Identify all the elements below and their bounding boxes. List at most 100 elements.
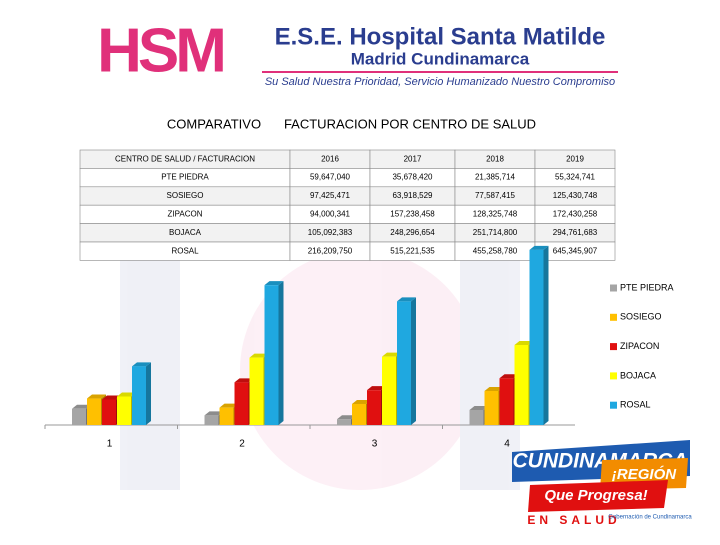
bar — [204, 415, 219, 425]
legend-swatch — [610, 401, 617, 409]
legend-swatch — [610, 343, 617, 351]
legend-label: SOSIEGO — [620, 312, 662, 322]
cell-value: 97,425,471 — [310, 191, 351, 200]
motto: Que Progresa! — [544, 487, 647, 504]
cell-label: CENTRO DE SALUD / FACTURACION — [115, 154, 255, 163]
bar — [469, 409, 484, 425]
cell-value: 63,918,529 — [392, 191, 433, 200]
bar-top — [264, 281, 284, 286]
x-tick-label: 3 — [372, 439, 378, 450]
logo: HSM — [97, 16, 223, 85]
watermark — [120, 250, 520, 490]
legend-swatch — [610, 284, 617, 292]
cell-label: BOJACA — [169, 228, 202, 237]
x-tick-label: 4 — [504, 439, 510, 450]
cell-value: 645,345,907 — [553, 246, 598, 255]
cell-value: 94,000,341 — [310, 210, 351, 219]
cell-value: 55,324,741 — [555, 173, 596, 182]
cell-value: 216,209,750 — [308, 246, 353, 255]
bar — [117, 396, 131, 425]
bar-top — [352, 399, 371, 404]
bar — [367, 390, 381, 425]
slogan: Su Salud Nuestra Prioridad, Servicio Hum… — [265, 76, 615, 88]
bar-top — [367, 386, 386, 391]
bar-top — [514, 340, 534, 345]
bar — [514, 344, 529, 425]
bar — [234, 382, 249, 425]
cell-label: ROSAL — [171, 246, 199, 255]
legend-label: PTE PIEDRA — [620, 282, 674, 292]
bar-top — [499, 374, 519, 379]
cell-value: 251,714,800 — [473, 228, 518, 237]
cell-value: 105,092,383 — [308, 228, 353, 237]
cell-value: 2017 — [404, 154, 422, 163]
cell-value: 77,587,415 — [475, 191, 516, 200]
bar — [382, 356, 396, 425]
cell-value: 515,221,535 — [390, 246, 435, 255]
cell-value: 2016 — [321, 154, 339, 163]
bar-top — [337, 415, 356, 420]
cell-value: 125,430,748 — [553, 191, 598, 200]
hospital-place: Madrid Cundinamarca — [351, 49, 530, 68]
x-tick-label: 1 — [107, 439, 113, 450]
legend-label: ZIPACON — [620, 341, 659, 351]
bar-top — [397, 297, 416, 302]
legend-swatch — [610, 372, 617, 380]
bar-top — [132, 362, 151, 367]
bar — [264, 285, 279, 425]
cell-label: PTE PIEDRA — [161, 173, 209, 182]
cell-value: 455,258,780 — [473, 246, 518, 255]
hospital-name: E.S.E. Hospital Santa Matilde — [275, 23, 606, 50]
gov: Gobernación de Cundinamarca — [608, 515, 692, 521]
region: ¡REGIÓN — [612, 465, 677, 483]
bar-side — [146, 362, 151, 425]
bar-top — [469, 405, 489, 410]
bar-top — [117, 392, 136, 397]
legend-label: BOJACA — [620, 370, 656, 380]
bar-top — [529, 245, 549, 250]
bar-side — [543, 245, 549, 425]
bar-side — [278, 281, 284, 425]
legend-swatch — [610, 313, 617, 321]
bar — [352, 403, 366, 425]
cell-value: 128,325,748 — [473, 210, 518, 219]
cell-value: 2019 — [566, 154, 584, 163]
table: CENTRO DE SALUD / FACTURACION 2016 2017 201… — [79, 149, 616, 261]
x-tick-label: 2 — [239, 439, 245, 450]
bar-top — [234, 378, 254, 383]
cell-value: 294,761,683 — [553, 228, 598, 237]
bar — [397, 301, 411, 425]
health: EN SALUD — [527, 513, 620, 527]
cell-value: 248,296,654 — [390, 228, 435, 237]
cell-value: 172,430,258 — [553, 210, 598, 219]
title-left: COMPARATIVO — [167, 116, 261, 131]
cell-value: 59,647,040 — [310, 173, 351, 182]
banner — [528, 480, 668, 512]
cell-value: 2018 — [486, 154, 504, 163]
chart: 1 2 3 4 PTE PIEDRA SOSIEGO ZIPACON BOJACA ROSAL — [44, 245, 674, 450]
bar-top — [204, 411, 224, 416]
bar-side — [411, 297, 416, 425]
bar-top — [249, 353, 269, 358]
cell-label: ZIPACON — [168, 210, 203, 219]
bar-top — [382, 352, 401, 357]
bar — [529, 249, 544, 425]
cell-label: SOSIEGO — [167, 191, 204, 200]
bar-top — [484, 386, 504, 391]
legend-label: ROSAL — [620, 400, 651, 410]
bar — [72, 408, 86, 425]
bar-top — [72, 404, 91, 409]
title-right: FACTURACION POR CENTRO DE SALUD — [284, 116, 536, 131]
cell-value: 21,385,714 — [475, 173, 516, 182]
bar — [219, 407, 234, 425]
cell-value: 35,678,420 — [392, 173, 433, 182]
cell-value: 157,238,458 — [390, 210, 435, 219]
bar — [249, 357, 264, 425]
bar — [484, 390, 499, 425]
bar-top — [219, 403, 239, 408]
bar — [132, 366, 146, 425]
bar — [87, 398, 101, 425]
bar-top — [102, 395, 121, 400]
footer-logo: CUNDINAMARCA ¡REGIÓN Que Progresa! EN SA… — [512, 440, 692, 527]
